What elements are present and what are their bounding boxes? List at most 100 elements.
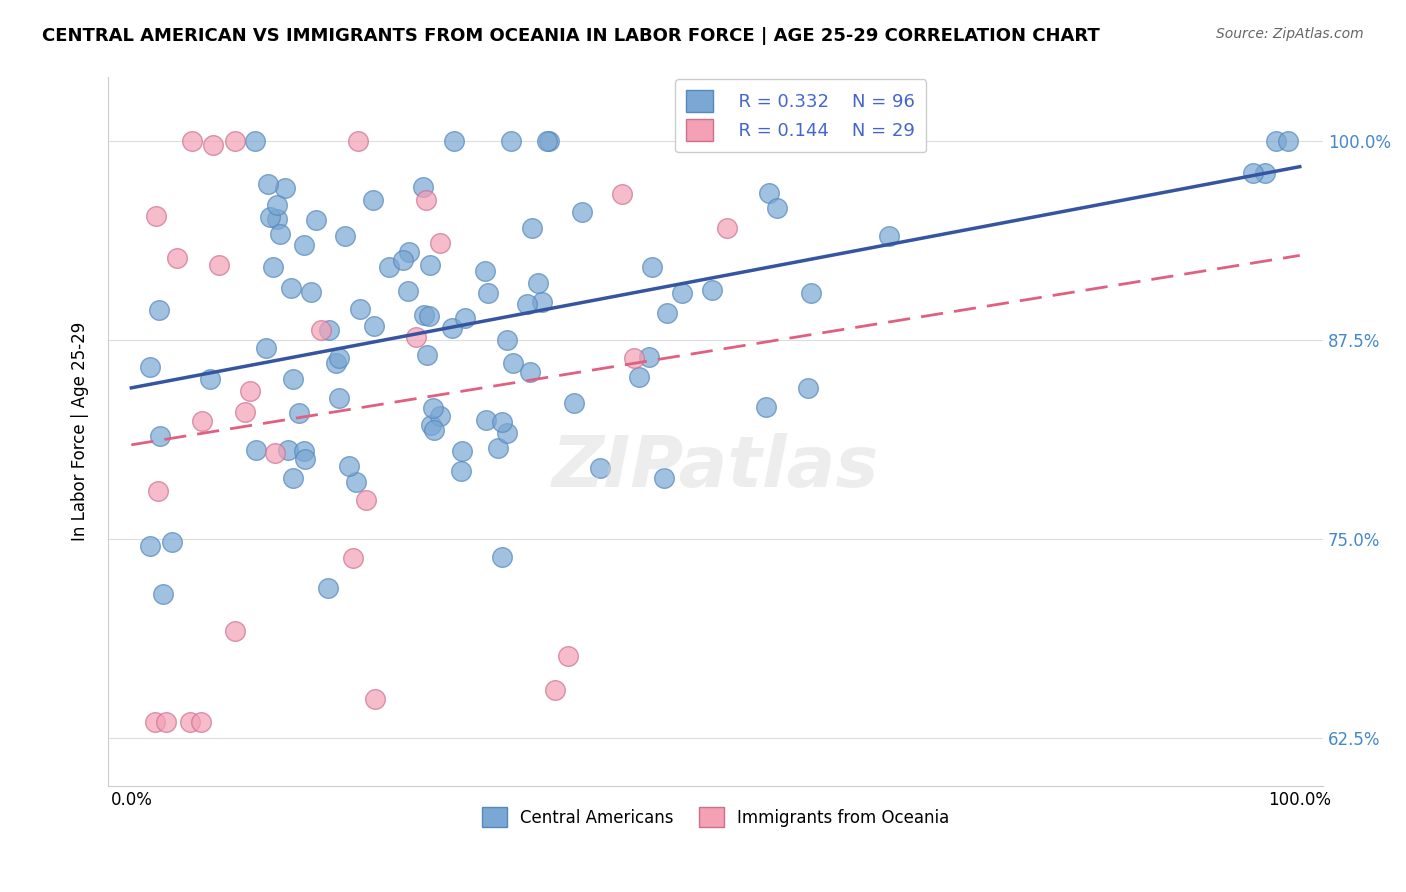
Point bbox=[328, 351, 350, 365]
Point bbox=[139, 360, 162, 375]
Point bbox=[200, 372, 222, 386]
Point bbox=[398, 245, 420, 260]
Point bbox=[337, 459, 360, 474]
Point bbox=[143, 715, 166, 730]
Point bbox=[526, 276, 548, 290]
Point bbox=[419, 259, 441, 273]
Point bbox=[520, 220, 543, 235]
Point bbox=[755, 400, 778, 414]
Point bbox=[477, 286, 499, 301]
Point bbox=[800, 285, 823, 300]
Point bbox=[152, 587, 174, 601]
Point bbox=[266, 211, 288, 226]
Point bbox=[450, 464, 472, 478]
Point bbox=[623, 351, 645, 365]
Point bbox=[299, 285, 322, 299]
Point bbox=[316, 581, 339, 595]
Point bbox=[557, 649, 579, 664]
Text: CENTRAL AMERICAN VS IMMIGRANTS FROM OCEANIA IN LABOR FORCE | AGE 25-29 CORRELATI: CENTRAL AMERICAN VS IMMIGRANTS FROM OCEA… bbox=[42, 27, 1099, 45]
Point bbox=[491, 415, 513, 429]
Point bbox=[491, 549, 513, 564]
Point bbox=[344, 475, 367, 490]
Point bbox=[405, 330, 427, 344]
Point bbox=[416, 348, 439, 362]
Point bbox=[654, 471, 676, 485]
Point bbox=[190, 715, 212, 730]
Point bbox=[288, 406, 311, 420]
Point bbox=[516, 297, 538, 311]
Point bbox=[392, 252, 415, 267]
Point bbox=[347, 134, 370, 148]
Point bbox=[716, 221, 738, 235]
Point bbox=[412, 179, 434, 194]
Point bbox=[224, 134, 246, 148]
Point bbox=[179, 715, 201, 730]
Point bbox=[280, 281, 302, 295]
Point bbox=[877, 229, 900, 244]
Point bbox=[519, 365, 541, 379]
Point bbox=[356, 492, 378, 507]
Point bbox=[543, 682, 565, 697]
Point bbox=[138, 539, 160, 553]
Point bbox=[378, 260, 401, 275]
Point bbox=[363, 319, 385, 334]
Point bbox=[277, 442, 299, 457]
Point bbox=[538, 134, 561, 148]
Text: ZIPatlas: ZIPatlas bbox=[553, 433, 879, 501]
Point bbox=[396, 284, 419, 298]
Point bbox=[589, 461, 612, 475]
Point bbox=[610, 186, 633, 201]
Point bbox=[155, 715, 177, 730]
Point bbox=[1254, 166, 1277, 180]
Point bbox=[1277, 134, 1299, 148]
Point bbox=[262, 260, 284, 275]
Point bbox=[499, 134, 522, 148]
Point bbox=[148, 302, 170, 317]
Point bbox=[259, 210, 281, 224]
Legend: Central Americans, Immigrants from Oceania: Central Americans, Immigrants from Ocean… bbox=[475, 800, 956, 834]
Point bbox=[266, 197, 288, 211]
Point bbox=[758, 186, 780, 200]
Point bbox=[325, 356, 347, 370]
Point bbox=[429, 235, 451, 250]
Point bbox=[413, 308, 436, 322]
Point bbox=[207, 259, 229, 273]
Point bbox=[496, 426, 519, 441]
Point bbox=[474, 264, 496, 278]
Point bbox=[342, 551, 364, 566]
Point bbox=[1265, 134, 1288, 148]
Point bbox=[328, 391, 350, 405]
Point bbox=[145, 209, 167, 223]
Point bbox=[502, 356, 524, 370]
Point bbox=[257, 177, 280, 191]
Point bbox=[243, 134, 266, 148]
Text: Source: ZipAtlas.com: Source: ZipAtlas.com bbox=[1216, 27, 1364, 41]
Point bbox=[333, 229, 356, 244]
Point bbox=[318, 323, 340, 337]
Point bbox=[281, 471, 304, 485]
Point bbox=[224, 624, 246, 638]
Point bbox=[419, 418, 441, 433]
Point bbox=[305, 213, 328, 227]
Point bbox=[294, 452, 316, 467]
Point bbox=[671, 285, 693, 300]
Point bbox=[309, 323, 332, 337]
Point bbox=[758, 134, 780, 148]
Point bbox=[440, 321, 463, 335]
Point bbox=[700, 283, 723, 297]
Point bbox=[361, 194, 384, 208]
Point bbox=[450, 443, 472, 458]
Point bbox=[766, 201, 789, 215]
Point bbox=[190, 413, 212, 427]
Point bbox=[292, 443, 315, 458]
Point bbox=[443, 134, 465, 148]
Point bbox=[655, 306, 678, 320]
Point bbox=[725, 134, 748, 148]
Point bbox=[641, 260, 664, 274]
Point bbox=[418, 309, 440, 323]
Point bbox=[496, 333, 519, 347]
Point bbox=[429, 409, 451, 423]
Point bbox=[281, 372, 304, 386]
Point bbox=[146, 483, 169, 498]
Point bbox=[571, 205, 593, 219]
